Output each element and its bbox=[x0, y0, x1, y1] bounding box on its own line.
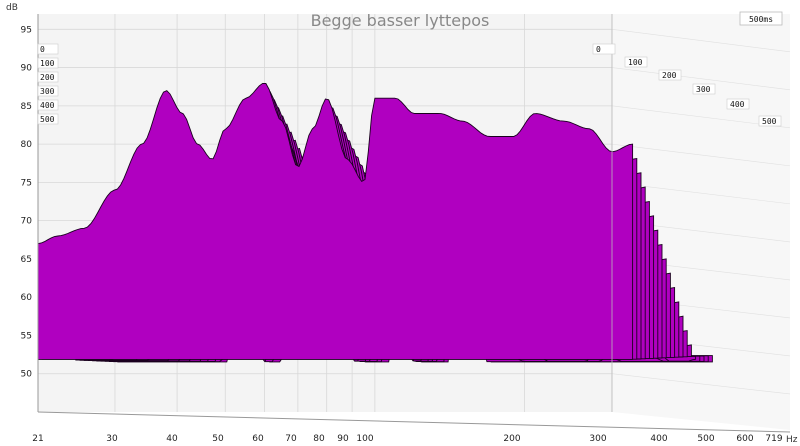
time-tick-right: 200 bbox=[662, 71, 677, 80]
y-axis-ticks: 95 90 85 80 75 70 65 60 55 50 bbox=[21, 25, 33, 379]
time-tick-box bbox=[37, 57, 59, 69]
time-tick-right: 400 bbox=[730, 100, 745, 109]
x-tick-label: 40 bbox=[166, 434, 178, 444]
x-axis-ticks: 21 30 40 50 60 70 80 90 100 200 300 400 500 600 719 bbox=[32, 434, 783, 444]
x-unit-label: Hz bbox=[786, 435, 798, 445]
x-tick-label: 200 bbox=[503, 434, 520, 444]
time-range-label: 500ms bbox=[749, 15, 773, 24]
time-tick-box bbox=[692, 83, 716, 95]
time-tick-box bbox=[658, 69, 682, 81]
y-tick-label: 90 bbox=[21, 64, 33, 74]
time-tick-left: 200 bbox=[40, 73, 55, 82]
chart-title: Begge basser lyttepos bbox=[311, 11, 490, 30]
y-tick-label: 55 bbox=[21, 331, 32, 341]
time-axis-ticks: 0 100 200 300 400 500 0 100 200 300 400 500 bbox=[37, 43, 782, 127]
time-tick-box bbox=[37, 85, 59, 97]
y-unit-label: dB bbox=[6, 3, 18, 13]
time-tick-box bbox=[37, 99, 59, 111]
x-tick-label: 400 bbox=[650, 434, 667, 444]
x-tick-label: 100 bbox=[356, 434, 373, 444]
waterfall-slice bbox=[37, 82, 634, 360]
time-tick-left: 300 bbox=[40, 87, 55, 96]
time-range-box: 500ms bbox=[739, 11, 783, 26]
x-tick-label: 600 bbox=[736, 434, 753, 444]
time-tick-box bbox=[37, 71, 59, 83]
y-tick-label: 80 bbox=[21, 140, 33, 150]
time-tick-left: 100 bbox=[40, 59, 55, 68]
time-tick-box bbox=[726, 98, 750, 110]
x-tick-label: 719 bbox=[765, 434, 782, 444]
time-tick-left: 400 bbox=[40, 101, 55, 110]
x-tick-label: 500 bbox=[697, 434, 714, 444]
y-tick-label: 65 bbox=[21, 255, 32, 265]
y-tick-label: 75 bbox=[21, 178, 32, 188]
x-tick-label: 70 bbox=[285, 434, 297, 444]
time-tick-right: 100 bbox=[628, 58, 643, 67]
time-tick-box bbox=[624, 56, 648, 68]
y-tick-label: 60 bbox=[21, 293, 33, 303]
time-tick-right: 300 bbox=[696, 85, 711, 94]
waterfall-slices bbox=[37, 82, 713, 363]
time-tick-left: 0 bbox=[40, 45, 45, 54]
x-tick-label: 90 bbox=[337, 434, 349, 444]
x-tick-label: 60 bbox=[252, 434, 264, 444]
time-tick-box bbox=[37, 43, 59, 55]
time-tick-right: 0 bbox=[596, 45, 601, 54]
y-tick-label: 50 bbox=[21, 370, 33, 380]
y-tick-label: 70 bbox=[21, 217, 33, 227]
x-tick-label: 80 bbox=[313, 434, 325, 444]
y-tick-label: 95 bbox=[21, 25, 32, 35]
time-tick-box bbox=[758, 115, 782, 127]
x-tick-label: 30 bbox=[106, 434, 118, 444]
time-tick-box bbox=[592, 43, 616, 55]
x-tick-label: 300 bbox=[589, 434, 606, 444]
x-tick-label: 50 bbox=[212, 434, 224, 444]
time-tick-right: 500 bbox=[762, 117, 777, 126]
x-tick-label: 21 bbox=[32, 434, 43, 444]
y-tick-label: 85 bbox=[21, 102, 32, 112]
time-tick-left: 500 bbox=[40, 115, 55, 124]
time-tick-box bbox=[37, 113, 59, 125]
